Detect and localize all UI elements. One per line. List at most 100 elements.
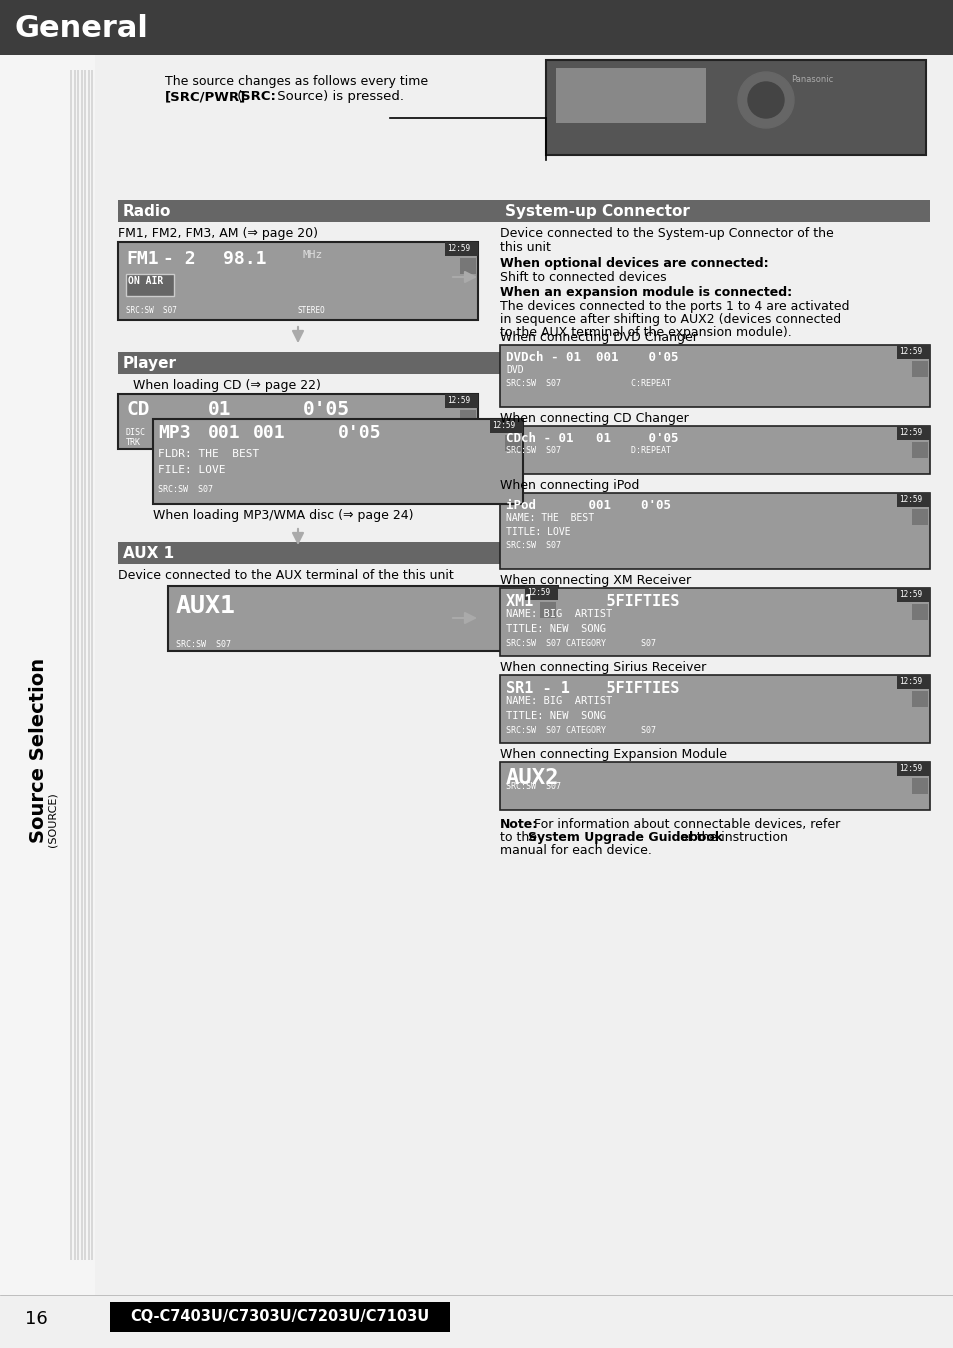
- Bar: [84, 70, 86, 1260]
- Bar: [911, 604, 927, 620]
- Bar: [110, 1302, 450, 1332]
- Text: DVD: DVD: [505, 365, 523, 375]
- Text: MHz: MHz: [303, 249, 323, 260]
- Text: When connecting iPod: When connecting iPod: [499, 479, 639, 492]
- Text: Player: Player: [123, 356, 177, 371]
- Text: to the AUX terminal of the expansion module).: to the AUX terminal of the expansion mod…: [499, 326, 791, 338]
- Text: (SOURCE): (SOURCE): [47, 793, 57, 848]
- Text: 12:59: 12:59: [898, 346, 922, 356]
- Text: 01: 01: [208, 400, 232, 419]
- Text: - 2: - 2: [163, 249, 195, 268]
- Text: TRK: TRK: [126, 438, 141, 448]
- Bar: [118, 352, 517, 373]
- Text: DISC: DISC: [126, 429, 146, 437]
- Text: 12:59: 12:59: [898, 495, 922, 504]
- Bar: [911, 361, 927, 377]
- Text: in sequence after shifting to AUX2 (devices connected: in sequence after shifting to AUX2 (devi…: [499, 313, 841, 326]
- Text: this unit: this unit: [499, 241, 550, 253]
- Bar: [911, 442, 927, 458]
- Bar: [911, 778, 927, 794]
- Text: manual for each device.: manual for each device.: [499, 844, 651, 857]
- Text: TITLE: LOVE: TITLE: LOVE: [505, 527, 570, 537]
- Bar: [70, 70, 71, 1260]
- Text: or the instruction: or the instruction: [676, 830, 787, 844]
- Bar: [499, 200, 929, 222]
- Text: Panasonic: Panasonic: [790, 75, 832, 84]
- Text: 12:59: 12:59: [447, 244, 470, 253]
- Bar: [911, 510, 927, 524]
- Bar: [118, 394, 477, 449]
- Text: The devices connected to the ports 1 to 4 are activated: The devices connected to the ports 1 to …: [499, 301, 848, 313]
- Text: The source changes as follows every time: The source changes as follows every time: [165, 75, 428, 88]
- Text: SRC:SW  S07: SRC:SW S07: [505, 782, 560, 791]
- Text: SRC:SW  S07              C:REPEAT: SRC:SW S07 C:REPEAT: [505, 379, 670, 388]
- Text: SRC:SW  S07: SRC:SW S07: [505, 541, 560, 550]
- Text: iPod       001    0'05: iPod 001 0'05: [505, 499, 670, 512]
- Text: When loading MP3/WMA disc (⇒ page 24): When loading MP3/WMA disc (⇒ page 24): [152, 510, 413, 522]
- Text: When an expansion module is connected:: When an expansion module is connected:: [499, 286, 791, 299]
- Bar: [499, 675, 929, 743]
- Bar: [126, 274, 173, 297]
- Text: When connecting Expansion Module: When connecting Expansion Module: [499, 748, 726, 762]
- Bar: [499, 493, 929, 569]
- Bar: [490, 419, 522, 433]
- Text: When connecting DVD Changer: When connecting DVD Changer: [499, 332, 698, 344]
- Text: (: (: [233, 90, 242, 102]
- Text: 001: 001: [253, 425, 285, 442]
- Bar: [168, 586, 558, 651]
- Bar: [539, 603, 556, 617]
- Text: System Upgrade Guidebook: System Upgrade Guidebook: [527, 830, 722, 844]
- Text: XM1        5FIFTIES: XM1 5FIFTIES: [505, 594, 679, 609]
- Bar: [896, 426, 929, 439]
- Text: CDch - 01   01     0'05: CDch - 01 01 0'05: [505, 431, 678, 445]
- Text: to the: to the: [499, 830, 540, 844]
- Bar: [94, 70, 96, 1260]
- Text: SRC:SW  S07 CATEGORY       S07: SRC:SW S07 CATEGORY S07: [505, 639, 656, 648]
- Text: Device connected to the System-up Connector of the: Device connected to the System-up Connec…: [499, 226, 833, 240]
- Bar: [118, 542, 517, 563]
- Text: FM1, FM2, FM3, AM (⇒ page 20): FM1, FM2, FM3, AM (⇒ page 20): [118, 226, 317, 240]
- Bar: [444, 243, 477, 256]
- Text: Note:: Note:: [499, 818, 537, 830]
- Text: NAME: THE  BEST: NAME: THE BEST: [505, 514, 594, 523]
- Text: TITLE: NEW  SONG: TITLE: NEW SONG: [505, 624, 605, 634]
- Bar: [112, 70, 113, 1260]
- Bar: [80, 70, 82, 1260]
- Bar: [444, 394, 477, 408]
- Text: When connecting CD Changer: When connecting CD Changer: [499, 412, 688, 425]
- Bar: [0, 55, 100, 1295]
- Text: When connecting XM Receiver: When connecting XM Receiver: [499, 574, 690, 586]
- Text: 16: 16: [25, 1310, 48, 1328]
- Bar: [119, 70, 121, 1260]
- Bar: [524, 586, 558, 600]
- Bar: [101, 70, 103, 1260]
- Text: System-up Connector: System-up Connector: [504, 204, 689, 218]
- Text: TITLE: NEW  SONG: TITLE: NEW SONG: [505, 710, 605, 721]
- Text: SRC:SW  S07 CATEGORY       S07: SRC:SW S07 CATEGORY S07: [505, 727, 656, 735]
- Bar: [88, 70, 90, 1260]
- Bar: [459, 257, 476, 274]
- Text: NAME: BIG  ARTIST: NAME: BIG ARTIST: [505, 609, 612, 619]
- Bar: [499, 345, 929, 407]
- Bar: [896, 588, 929, 603]
- Bar: [499, 426, 929, 474]
- Text: For information about connectable devices, refer: For information about connectable device…: [530, 818, 840, 830]
- Bar: [109, 70, 111, 1260]
- Text: SR1 - 1    5FIFTIES: SR1 - 1 5FIFTIES: [505, 681, 679, 696]
- Bar: [896, 345, 929, 359]
- Text: SRC:SW  S07: SRC:SW S07: [158, 485, 213, 493]
- Text: 12:59: 12:59: [898, 590, 922, 599]
- Bar: [911, 692, 927, 706]
- Text: CD: CD: [126, 400, 150, 419]
- Text: ON AIR: ON AIR: [128, 276, 163, 286]
- Bar: [118, 243, 477, 319]
- Text: Radio: Radio: [123, 204, 172, 218]
- Text: 0'05: 0'05: [337, 425, 381, 442]
- Text: 12:59: 12:59: [898, 677, 922, 686]
- Text: General: General: [14, 13, 148, 43]
- Text: DVDch - 01  001    0'05: DVDch - 01 001 0'05: [505, 350, 678, 364]
- Bar: [98, 70, 100, 1260]
- Text: When connecting Sirius Receiver: When connecting Sirius Receiver: [499, 661, 705, 674]
- Text: 12:59: 12:59: [447, 396, 470, 404]
- Bar: [126, 70, 128, 1260]
